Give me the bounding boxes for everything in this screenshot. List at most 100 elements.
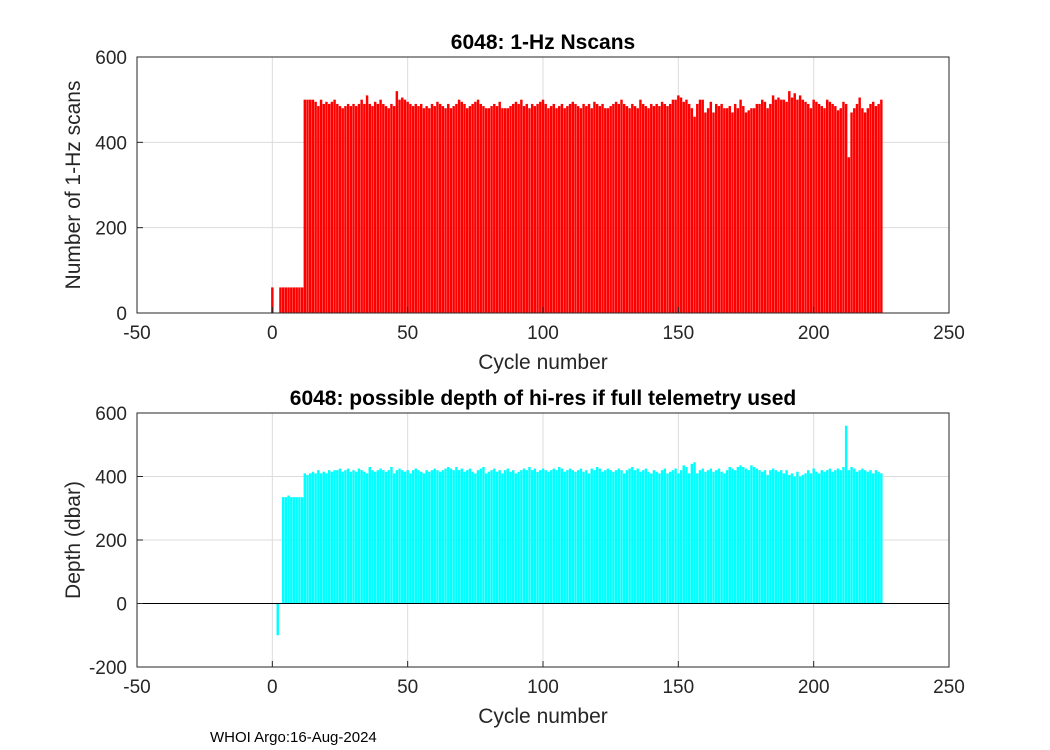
bar [647,108,650,313]
bar [801,99,805,313]
bar [761,471,764,604]
bar [484,108,488,313]
bar [317,106,320,313]
bar [863,470,867,604]
bar [319,473,323,604]
bar [346,103,350,314]
bar [736,466,740,604]
bar [325,101,328,313]
chart-title: 6048: 1-Hz Nscans [451,31,635,54]
bar [625,106,629,313]
bar [411,106,415,313]
bar [409,473,412,604]
bar [755,103,759,314]
bar [330,101,334,313]
bar [520,470,523,604]
bar [525,470,528,604]
bar [309,99,312,313]
bar [847,470,851,604]
bar [809,108,813,313]
bar [650,473,653,604]
bar [541,99,545,313]
bar [344,106,347,313]
bar [614,101,618,313]
bar [493,468,496,604]
bar [363,471,366,604]
bar [401,470,404,604]
bar [831,471,834,604]
bar [739,465,742,604]
bar [717,468,721,604]
bar [639,99,642,313]
bar [479,103,482,314]
bar [365,473,369,604]
bar [574,471,577,604]
bar [844,425,848,604]
bar [712,112,715,313]
bar [392,473,396,604]
y-tick-label: 600 [95,48,127,69]
bar [403,471,407,604]
bar [520,99,523,313]
bar [874,470,878,604]
bar [436,470,439,604]
bar [346,468,350,604]
bar [300,497,304,604]
bar [441,106,445,313]
bar [712,471,715,604]
bar [769,103,772,314]
bar [547,471,550,604]
bar [495,471,499,604]
bar [625,470,629,604]
bar [693,116,696,313]
bar [798,95,802,314]
bar [544,470,547,604]
bar [398,468,401,604]
bar [872,101,875,313]
bar [696,103,699,314]
bar [880,473,883,604]
bar [834,106,837,313]
bar [452,470,455,604]
bar [622,473,626,604]
bar [633,106,637,313]
bar [728,466,731,604]
bar [687,103,691,314]
bar [831,103,834,314]
bar [428,108,431,313]
bar [300,287,304,313]
bar [663,103,667,314]
bar [419,103,423,314]
bar [314,473,317,604]
bar [487,108,491,313]
bar [766,108,769,313]
bar [725,108,729,313]
bar [430,103,434,314]
bar [850,112,853,313]
bar [576,470,580,604]
bar [720,103,723,314]
bar [390,466,393,604]
bar [292,287,296,313]
bar [314,101,317,313]
bar [530,103,534,314]
bar [801,474,805,604]
bar [701,99,704,313]
bar [579,108,583,313]
bar [606,468,610,604]
bar [769,470,772,604]
bar [872,473,875,604]
bar [438,103,442,314]
bar [371,106,374,313]
bar [474,101,477,313]
x-tick-label: 250 [933,323,965,344]
bar [698,470,702,604]
bar [687,473,691,604]
bar [284,287,288,313]
bar [498,101,501,313]
bar [836,468,840,604]
bar [547,108,550,313]
bar [682,101,685,313]
bar [333,99,336,313]
